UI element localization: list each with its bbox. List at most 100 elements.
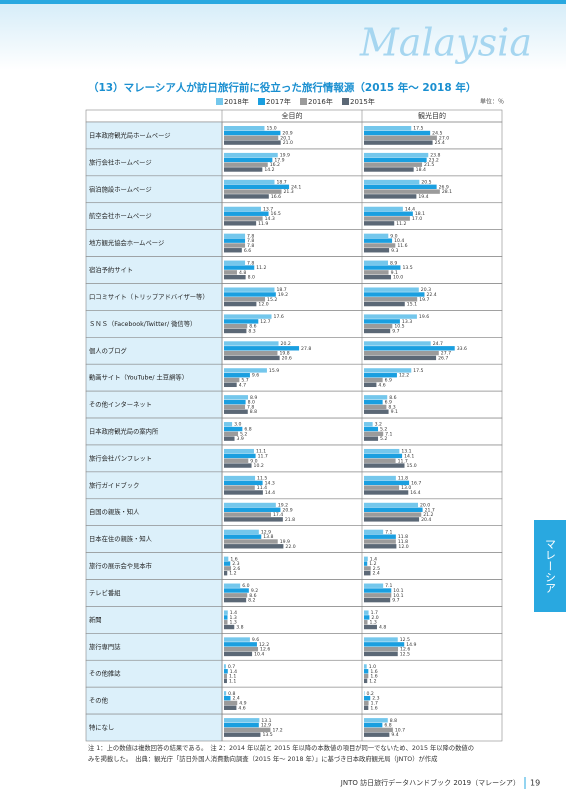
value-label: 20.9: [282, 131, 292, 137]
value-label: 17.5: [413, 368, 423, 374]
bar: [364, 539, 396, 544]
value-label: 6.9: [385, 378, 392, 384]
bar: [224, 265, 255, 270]
value-label: 4.8: [379, 625, 386, 631]
value-label: 21.7: [425, 507, 435, 513]
value-label: 18.7: [276, 287, 286, 293]
value-label: 2.3: [372, 696, 379, 702]
value-label: 9.0: [250, 458, 257, 464]
value-label: 6.8: [384, 723, 391, 729]
bar: [364, 355, 437, 361]
value-label: 17.9: [274, 157, 284, 163]
value-label: 20.5: [421, 180, 431, 186]
bar: [364, 593, 392, 598]
page-number: 19: [530, 779, 540, 788]
value-label: 1.3: [230, 620, 237, 626]
value-label: 27.0: [439, 135, 449, 141]
value-label: 11.5: [257, 476, 267, 482]
value-label: 13.5: [402, 265, 412, 271]
bar: [364, 448, 400, 454]
bar: [224, 287, 275, 292]
value-label: 6.8: [244, 427, 251, 433]
value-label: 8.9: [390, 260, 397, 266]
bar: [224, 678, 227, 684]
bar: [364, 319, 400, 324]
value-label: 7.8: [247, 404, 254, 410]
bar: [364, 651, 398, 657]
bar: [364, 140, 433, 145]
panel-title: 観光目的: [418, 111, 446, 120]
value-label: 16.5: [271, 211, 281, 217]
bar: [364, 642, 405, 647]
bar: [224, 517, 283, 522]
category-cell: [85, 337, 223, 365]
value-label: 7.1: [385, 431, 392, 437]
bar: [224, 130, 281, 136]
value-label: 23.8: [430, 153, 440, 159]
value-label: 19.8: [279, 351, 289, 357]
value-label: 12.9: [261, 723, 271, 729]
bar: [224, 597, 247, 603]
value-label: 13.3: [402, 319, 412, 325]
category-cell: [85, 175, 223, 204]
category-label: 地方観光協会ホームページ: [89, 238, 164, 247]
value-label: 12.7: [260, 319, 270, 325]
bar: [364, 301, 405, 307]
value-label: 9.6: [252, 373, 259, 379]
value-label: 7.1: [385, 583, 392, 589]
bar: [224, 126, 265, 131]
value-label: 22.4: [426, 292, 436, 298]
value-label: 1.6: [370, 674, 377, 680]
bar: [364, 463, 405, 468]
bar: [364, 184, 437, 190]
value-label: 18.7: [276, 180, 286, 186]
bar: [364, 669, 369, 674]
value-label: 12.5: [400, 651, 410, 657]
value-label: 1.4: [370, 556, 377, 562]
value-label: 4.6: [378, 382, 385, 388]
bar: [224, 135, 279, 140]
value-label: 14.4: [405, 206, 415, 212]
value-label: 20.0: [420, 502, 430, 508]
value-label: 1.2: [229, 571, 236, 577]
value-label: 1.7: [371, 700, 378, 706]
value-label: 17.0: [412, 216, 422, 222]
value-label: 12.2: [399, 373, 409, 379]
category-label: 旅行の展示会や見本市: [89, 561, 152, 570]
bar: [364, 260, 389, 265]
bar: [224, 637, 250, 642]
bar: [224, 350, 278, 356]
bar: [364, 248, 390, 253]
category-cell: [85, 444, 223, 473]
footer-text: JNTO 訪日旅行データハンドブック 2019（マレーシア）: [340, 778, 520, 787]
value-label: 11.8: [398, 476, 408, 482]
bar: [224, 718, 260, 723]
value-label: 19.2: [278, 292, 288, 298]
value-label: 1.0: [369, 664, 376, 670]
bar: [224, 588, 249, 593]
category-label: その他雑誌: [89, 669, 121, 678]
bar: [224, 485, 255, 490]
value-label: 2.6: [233, 566, 240, 572]
value-label: 9.1: [391, 409, 398, 415]
bar: [224, 194, 269, 199]
bar: [224, 206, 261, 212]
bar: [364, 620, 368, 625]
category-cell: [85, 256, 223, 284]
bar: [364, 297, 418, 302]
value-label: 8.6: [249, 593, 256, 599]
value-label: 8.3: [388, 404, 395, 410]
bar: [364, 426, 379, 432]
legend-label: 2015年: [350, 97, 375, 106]
side-tab: [534, 520, 566, 612]
legend-swatch: [216, 98, 223, 105]
value-label: 2.4: [232, 696, 239, 702]
value-label: 4.6: [238, 705, 245, 711]
bar: [364, 157, 427, 163]
value-label: 20.6: [282, 355, 292, 361]
chart-title: （13）マレーシア人が訪日旅行前に役立った旅行情報源（2015 年～ 2018 …: [88, 81, 476, 94]
value-label: 12.5: [400, 637, 410, 643]
bar: [224, 238, 246, 243]
category-label: 旅行会社パンフレット: [89, 453, 152, 462]
